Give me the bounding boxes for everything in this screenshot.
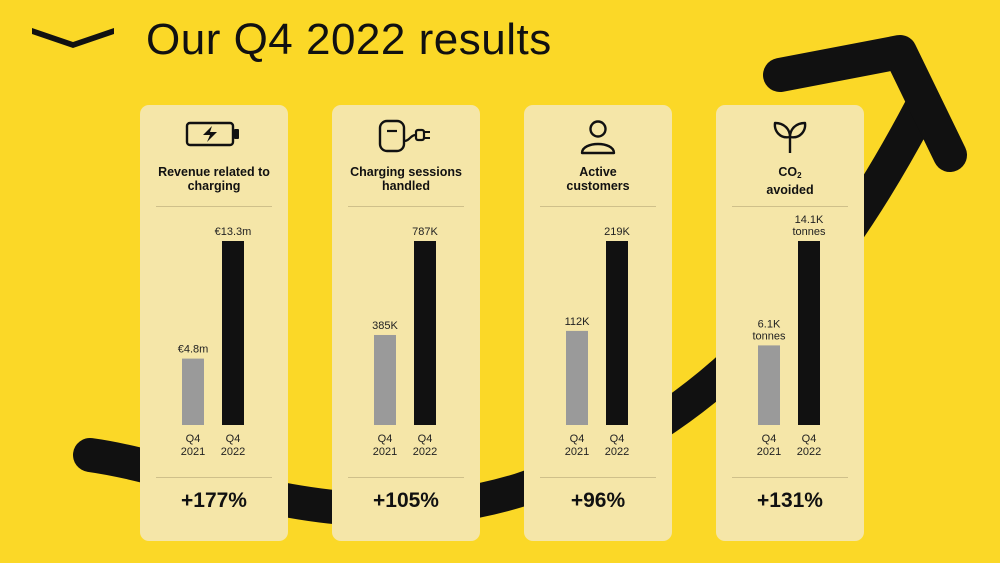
card-label: Active customers bbox=[566, 165, 630, 193]
card-charging-sessions: Charging sessions handled 385K Q4 2021 787K… bbox=[332, 105, 480, 541]
tick-label: Q4 bbox=[610, 433, 625, 445]
card-label: Revenue related to charging bbox=[158, 165, 270, 193]
charger-plug-icon bbox=[378, 119, 430, 153]
value-label: 6.1K bbox=[758, 318, 781, 330]
value-label: 14.1K bbox=[795, 214, 824, 226]
tick-label: Q4 bbox=[802, 433, 817, 445]
card-revenue: Revenue related to charging €4.8m Q4 2021 €… bbox=[140, 105, 288, 541]
card-divider-top bbox=[156, 206, 272, 207]
value-label: tonnes bbox=[792, 226, 826, 238]
tick-label: 2022 bbox=[413, 446, 437, 458]
card-divider-bottom bbox=[348, 477, 464, 478]
tick-label: Q4 bbox=[418, 433, 433, 445]
value-label: 385K bbox=[372, 320, 398, 332]
value-label: 219K bbox=[604, 226, 630, 238]
tick-label: Q4 bbox=[226, 433, 241, 445]
value-label: 112K bbox=[565, 316, 591, 328]
card-co2-avoided: CO2 avoided 6.1K tonnes Q4 2021 14.1K tonnes Q… bbox=[716, 105, 864, 541]
value-label: €4.8m bbox=[178, 344, 209, 356]
card-divider-top bbox=[348, 206, 464, 207]
tick-label: Q4 bbox=[378, 433, 393, 445]
value-label: tonnes bbox=[752, 330, 786, 342]
tick-label: 2021 bbox=[373, 446, 397, 458]
bar-q4-2022 bbox=[798, 241, 820, 425]
page-title: Our Q4 2022 results bbox=[146, 15, 552, 64]
tick-label: 2021 bbox=[757, 446, 781, 458]
card-active-customers: Active customers 112K Q4 2021 219K Q4 2022 +9… bbox=[524, 105, 672, 541]
bar-q4-2022 bbox=[222, 241, 244, 425]
bar-q4-2021 bbox=[758, 345, 780, 425]
tick-label: 2022 bbox=[221, 446, 245, 458]
tick-label: Q4 bbox=[762, 433, 777, 445]
sprout-icon bbox=[773, 121, 807, 153]
brand-chevron-logo bbox=[32, 28, 114, 48]
person-icon bbox=[580, 120, 616, 155]
bar-q4-2021 bbox=[566, 330, 588, 425]
card-divider-top bbox=[540, 206, 656, 207]
battery-charging-icon bbox=[185, 121, 239, 147]
tick-label: 2022 bbox=[797, 446, 821, 458]
value-label: €13.3m bbox=[215, 226, 252, 238]
change-percent: +105% bbox=[373, 489, 439, 512]
card-label: CO2 avoided bbox=[766, 165, 814, 197]
change-percent: +177% bbox=[181, 489, 247, 512]
tick-label: 2021 bbox=[565, 446, 589, 458]
value-label: 787K bbox=[412, 226, 438, 238]
tick-label: Q4 bbox=[570, 433, 585, 445]
card-divider-bottom bbox=[156, 477, 272, 478]
change-percent: +131% bbox=[757, 489, 823, 512]
bar-q4-2021 bbox=[374, 334, 396, 425]
card-divider-top bbox=[732, 206, 848, 207]
tick-label: Q4 bbox=[186, 433, 201, 445]
bar-q4-2022 bbox=[414, 241, 436, 425]
card-label: Charging sessions handled bbox=[350, 165, 462, 193]
bar-q4-2022 bbox=[606, 241, 628, 425]
tick-label: 2021 bbox=[181, 446, 205, 458]
tick-label: 2022 bbox=[605, 446, 629, 458]
bar-q4-2021 bbox=[182, 358, 204, 425]
card-divider-bottom bbox=[540, 477, 656, 478]
card-divider-bottom bbox=[732, 477, 848, 478]
change-percent: +96% bbox=[570, 489, 626, 512]
